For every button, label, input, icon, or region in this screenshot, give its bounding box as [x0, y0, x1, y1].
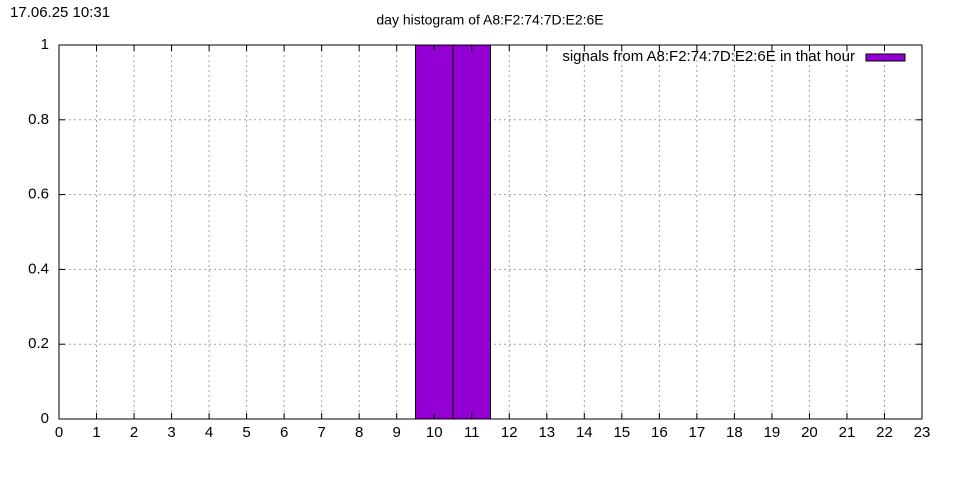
legend-swatch	[865, 53, 906, 62]
x-tick-label: 14	[576, 424, 593, 441]
x-tick-label: 7	[317, 424, 325, 441]
bar	[414, 45, 454, 419]
x-tick-label: 16	[651, 424, 668, 441]
x-tick-label: 4	[205, 424, 213, 441]
y-tick-label: 0.8	[28, 111, 49, 128]
x-tick-label: 9	[393, 424, 401, 441]
bars	[414, 45, 492, 419]
x-tick-label: 0	[55, 424, 63, 441]
y-tick-label: 0.4	[28, 260, 49, 277]
x-tick-label: 22	[876, 424, 893, 441]
x-tick-label: 21	[839, 424, 856, 441]
y-tick-label: 1	[41, 36, 49, 53]
x-tick-label: 3	[167, 424, 175, 441]
x-tick-label: 10	[426, 424, 443, 441]
x-tick-label: 8	[355, 424, 363, 441]
x-tick-label: 23	[914, 424, 931, 441]
x-tick-label: 5	[242, 424, 250, 441]
x-tick-label: 2	[130, 424, 138, 441]
x-tick-label: 15	[613, 424, 630, 441]
bar	[452, 45, 492, 419]
chart-title: day histogram of A8:F2:74:7D:E2:6E	[376, 12, 603, 28]
x-tick-label: 12	[501, 424, 518, 441]
y-tick-label: 0.6	[28, 186, 49, 203]
x-tick-label: 13	[538, 424, 555, 441]
legend-label: signals from A8:F2:74:7D:E2:6E in that h…	[562, 48, 855, 65]
y-tick-label: 0.2	[28, 335, 49, 352]
x-tick-label: 18	[726, 424, 743, 441]
y-tick-label: 0	[41, 410, 49, 427]
plot-border	[58, 44, 923, 420]
x-tick-label: 6	[280, 424, 288, 441]
x-tick-label: 11	[464, 424, 480, 441]
x-tick-label: 17	[689, 424, 706, 441]
x-tick-label: 1	[92, 424, 100, 441]
x-tick-label: 19	[764, 424, 781, 441]
x-tick-label: 20	[801, 424, 818, 441]
timestamp: 17.06.25 10:31	[10, 4, 110, 21]
